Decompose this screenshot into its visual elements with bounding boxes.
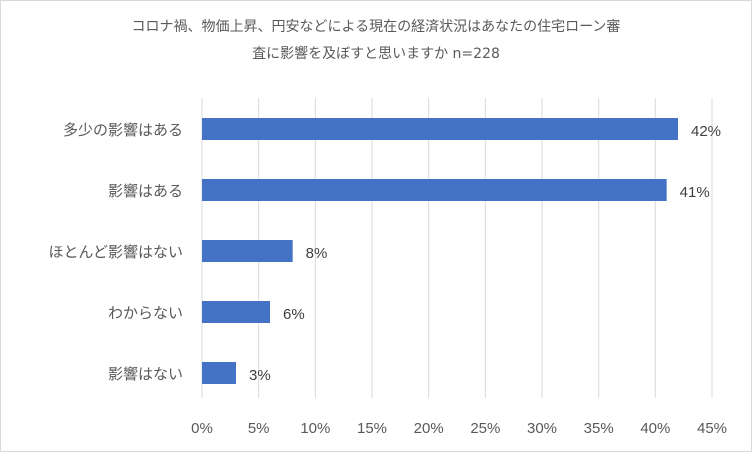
category-label: 影響はある: [108, 182, 183, 200]
x-tick-label: 40%: [640, 420, 670, 437]
data-label: 6%: [283, 306, 305, 323]
category-label: わからない: [108, 304, 183, 322]
x-tick-label: 45%: [697, 420, 727, 437]
bar: [202, 118, 678, 140]
x-tick-label: 35%: [584, 420, 614, 437]
x-tick-label: 30%: [527, 420, 557, 437]
bar: [202, 240, 293, 262]
data-label: 8%: [306, 245, 328, 262]
x-tick-label: 15%: [357, 420, 387, 437]
data-label: 3%: [249, 367, 271, 384]
category-label: ほとんど影響はない: [48, 243, 183, 261]
chart-title-line-1: コロナ禍、物価上昇、円安などによる現在の経済状況はあなたの住宅ローン審: [131, 19, 621, 35]
category-label: 影響はない: [108, 365, 183, 383]
bar: [202, 179, 667, 201]
bar: [202, 362, 236, 384]
data-label: 41%: [680, 184, 710, 201]
labels: 0% 5% 10% 15% 20% 25% 30% 35% 40% 45% 多少の影響はある 42% 影…: [48, 121, 727, 437]
bars: [202, 118, 678, 384]
gridlines: [201, 98, 713, 398]
data-label: 42%: [691, 123, 721, 140]
x-tick-label: 5%: [248, 420, 270, 437]
x-tick-label: 20%: [414, 420, 444, 437]
bar: [202, 301, 270, 323]
chart-title-line-2: 査に影響を及ぼすと思いますか n=228: [252, 46, 500, 62]
x-tick-label: 25%: [470, 420, 500, 437]
category-label: 多少の影響はある: [63, 121, 183, 139]
chart-title: コロナ禍、物価上昇、円安などによる現在の経済状況はあなたの住宅ローン審 査に影響…: [1, 14, 751, 68]
x-tick-label: 0%: [191, 420, 213, 437]
x-tick-label: 10%: [300, 420, 330, 437]
